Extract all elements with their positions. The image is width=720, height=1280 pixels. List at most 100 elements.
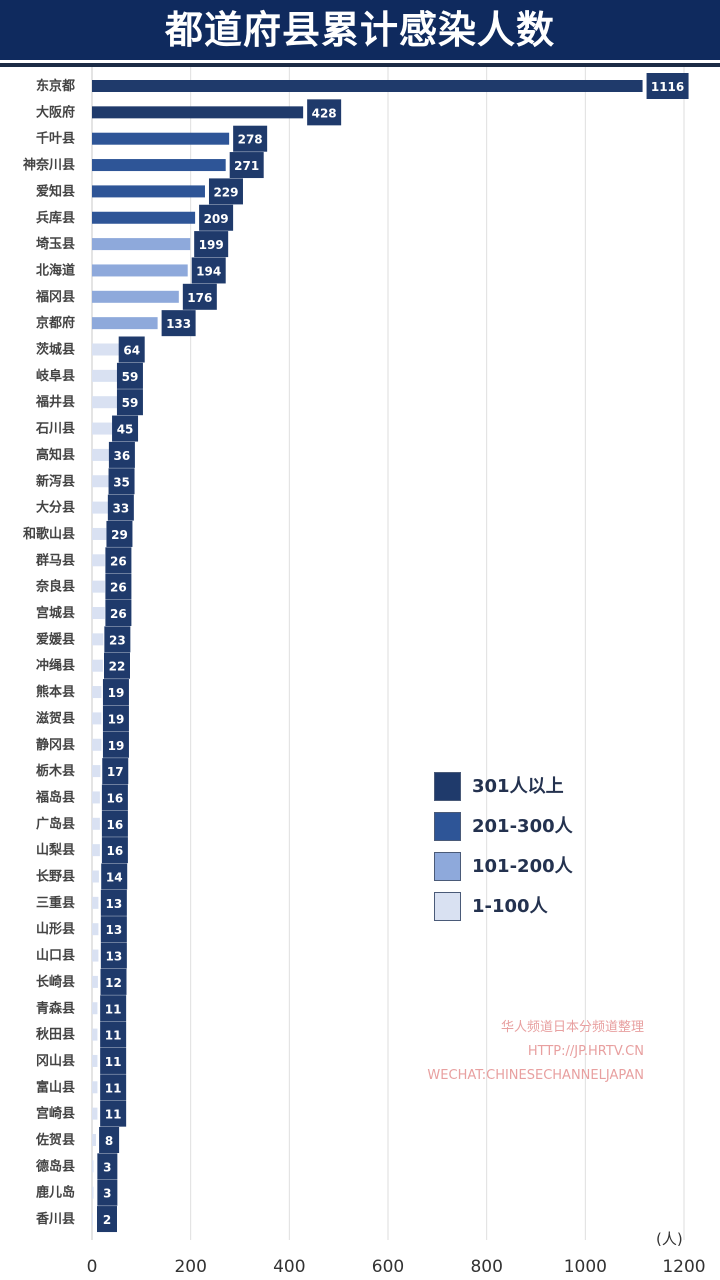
category-label: 福冈县 (35, 289, 75, 305)
data-label-box (194, 231, 229, 258)
data-label-box (102, 705, 129, 732)
data-label: 14 (106, 871, 123, 885)
data-label: 13 (105, 950, 122, 964)
data-label-box (102, 731, 129, 758)
data-label-box (104, 626, 131, 653)
bar (92, 659, 103, 672)
category-label: 长野县 (36, 869, 75, 885)
bar (92, 870, 99, 883)
data-label: 13 (105, 897, 122, 911)
header-divider (0, 60, 720, 63)
x-tick-label: 1000 (564, 1257, 607, 1277)
data-label-box (100, 995, 127, 1022)
category-label: 佐贺县 (35, 1132, 75, 1148)
bar (92, 527, 107, 540)
bar (92, 607, 105, 619)
category-label: 香川县 (35, 1211, 75, 1227)
data-label: 176 (187, 291, 212, 305)
category-label: 静冈县 (36, 737, 75, 753)
data-label-box (105, 600, 132, 626)
data-label-box (233, 125, 268, 152)
category-label: 熊本县 (36, 684, 75, 700)
data-label: 11 (105, 1081, 122, 1095)
bar (92, 686, 102, 699)
category-label: 栃木县 (36, 763, 75, 779)
x-tick-label: 1200 (662, 1257, 705, 1277)
bar (92, 396, 122, 409)
bar (92, 1186, 94, 1199)
data-label: 19 (108, 712, 125, 726)
data-label: 11 (105, 1002, 122, 1016)
category-label: 高知县 (36, 447, 75, 463)
legend-label: 1-100人 (472, 896, 548, 917)
data-label-box (107, 494, 134, 521)
category-label: 广岛县 (36, 816, 75, 832)
data-label: 12 (105, 976, 122, 990)
data-label-box (104, 652, 130, 679)
category-label: 爱媛县 (36, 631, 75, 647)
bar (92, 765, 101, 778)
legend-swatch (434, 852, 461, 881)
bars: 1116428278271229209199194176133645959453… (92, 73, 689, 1233)
title-banner (0, 0, 720, 60)
data-label: 13 (105, 923, 122, 937)
credit-line-3: WECHAT:CHINESECHANNELJAPAN (427, 1068, 644, 1083)
data-label: 271 (234, 159, 259, 173)
data-label: 3 (103, 1187, 111, 1201)
data-label-box (97, 1153, 118, 1180)
bar (92, 317, 158, 330)
data-label-box (102, 679, 129, 706)
data-label-box (105, 573, 132, 600)
data-label: 26 (110, 581, 127, 595)
data-label: 64 (123, 344, 140, 358)
bar (92, 738, 102, 751)
legend-swatch (434, 812, 461, 841)
data-label-box (108, 468, 135, 495)
x-tick-label: 600 (372, 1257, 404, 1277)
data-label: 26 (110, 554, 127, 568)
data-label: 194 (196, 264, 221, 278)
data-label-box (161, 310, 196, 337)
data-label: 19 (108, 686, 125, 700)
data-label: 36 (114, 449, 131, 463)
data-label-box (100, 889, 127, 916)
category-label: 埼玉县 (36, 236, 75, 252)
data-label-box (100, 1021, 127, 1048)
category-label: 宫城县 (36, 605, 75, 621)
header-underline (0, 63, 720, 67)
category-label: 和歌山县 (23, 526, 75, 542)
data-label-box (97, 1179, 118, 1206)
category-label: 福岛县 (35, 789, 75, 805)
category-label: 兵库县 (36, 210, 75, 226)
bar (92, 185, 205, 198)
category-label: 爱知县 (36, 183, 75, 199)
bar (92, 448, 110, 461)
data-label: 29 (111, 528, 128, 542)
bar (92, 1213, 93, 1226)
data-label-box (108, 441, 135, 468)
category-label: 群马县 (36, 552, 75, 568)
data-label-box (100, 1047, 127, 1074)
data-label-box (102, 758, 129, 785)
data-label: 16 (107, 791, 124, 805)
bar (92, 1134, 96, 1146)
category-label: 山口县 (36, 948, 75, 964)
bar (92, 290, 179, 303)
bar (92, 1002, 98, 1015)
bar (92, 791, 100, 804)
data-label: 23 (109, 633, 126, 647)
category-label: 宫崎县 (36, 1106, 75, 1122)
bar (92, 1160, 94, 1173)
category-label: 京都府 (36, 315, 75, 331)
category-label: 北海道 (36, 262, 75, 278)
data-label: 8 (105, 1134, 113, 1148)
bar (92, 554, 105, 567)
data-label-box (105, 547, 132, 574)
category-label: 冈山县 (36, 1053, 75, 1069)
bar (92, 975, 98, 988)
data-label-box (116, 389, 143, 416)
x-axis-unit-label: (人) (656, 1230, 683, 1248)
bar (92, 369, 122, 382)
category-label: 山形县 (36, 921, 75, 937)
bar (92, 1107, 98, 1120)
